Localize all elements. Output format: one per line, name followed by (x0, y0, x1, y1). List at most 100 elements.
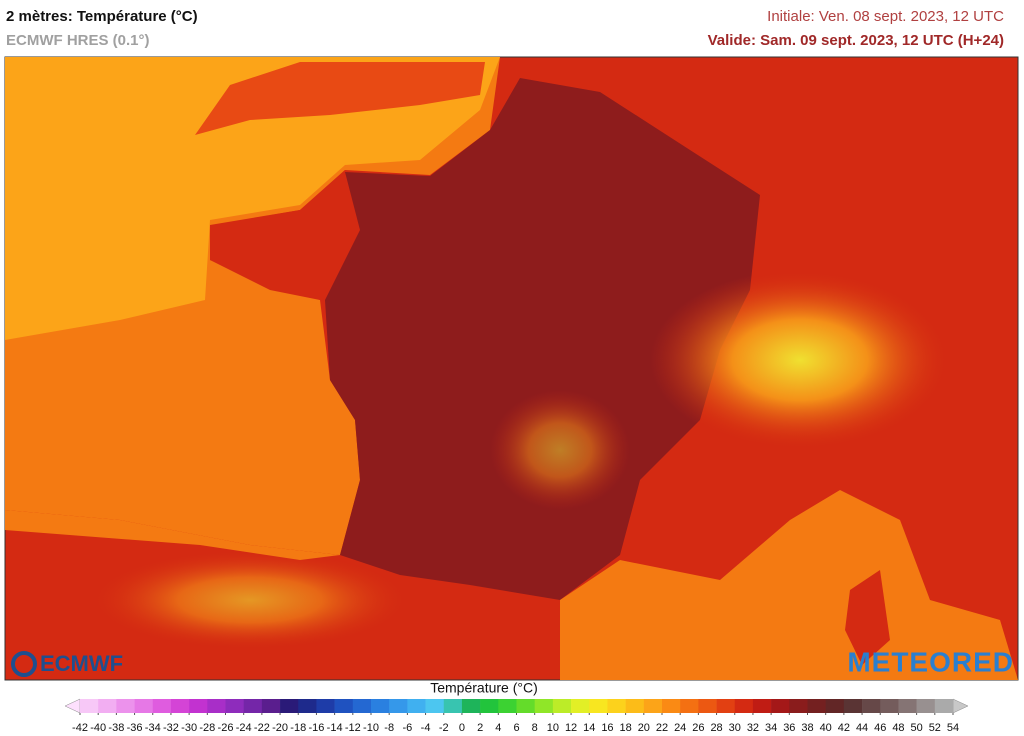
color-swatch (807, 699, 826, 713)
color-swatch (771, 699, 790, 713)
tick-label: -30 (181, 722, 197, 734)
tick-label: 20 (638, 722, 650, 734)
tick-label: 26 (692, 722, 704, 734)
brittany (210, 170, 360, 300)
tick-label: -34 (145, 722, 161, 734)
tick-label: 44 (856, 722, 868, 734)
color-swatch (225, 699, 244, 713)
color-swatch (461, 699, 481, 713)
map-title: 2 mètres: Température (°C) (6, 8, 198, 25)
color-swatch (189, 699, 208, 713)
tick-label: -4 (421, 722, 431, 734)
color-swatch (752, 699, 772, 713)
color-swatch (170, 699, 190, 713)
color-swatch (498, 699, 517, 713)
logo-icon (11, 651, 37, 677)
tick-label: -24 (236, 722, 252, 734)
tick-label: 8 (532, 722, 538, 734)
model-name: ECMWF HRES (0.1°) (6, 32, 150, 49)
color-swatch (152, 699, 172, 713)
tick-label: 38 (801, 722, 813, 734)
tick-label: 30 (729, 722, 741, 734)
mediterranean-sea (560, 490, 1018, 680)
channel-warm-sea (5, 57, 500, 340)
color-swatch (880, 699, 899, 713)
tick-label: 40 (820, 722, 832, 734)
color-swatch (789, 699, 808, 713)
color-swatch (643, 699, 663, 713)
tick-label: 32 (747, 722, 759, 734)
color-swatch (116, 699, 135, 713)
tick-label: 52 (929, 722, 941, 734)
bay-of-biscay-south (5, 510, 340, 560)
color-swatch (389, 699, 408, 713)
color-swatch (825, 699, 845, 713)
tick-label: 42 (838, 722, 850, 734)
tick-label: -16 (308, 722, 324, 734)
color-swatch (916, 699, 936, 713)
color-swatch (934, 699, 954, 713)
tick-label: 28 (710, 722, 722, 734)
tick-label: -14 (327, 722, 343, 734)
color-swatch (607, 699, 626, 713)
tick-label: 2 (477, 722, 483, 734)
tick-label: -28 (199, 722, 215, 734)
tick-label: 0 (459, 722, 465, 734)
run-time: Initiale: Ven. 08 sept. 2023, 12 UTC (767, 8, 1004, 25)
map (4, 56, 1019, 681)
color-swatch (589, 699, 608, 713)
france-interior (325, 78, 760, 600)
color-swatch (334, 699, 354, 713)
tick-label: 48 (892, 722, 904, 734)
tick-label: -20 (272, 722, 288, 734)
color-swatch (352, 699, 372, 713)
corsica (845, 570, 890, 665)
color-swatch (625, 699, 645, 713)
tick-label: 54 (947, 722, 959, 734)
great-britain (195, 62, 485, 135)
color-swatch (734, 699, 754, 713)
alps-relief (650, 270, 950, 450)
color-swatch (371, 699, 390, 713)
tick-label: 16 (601, 722, 613, 734)
tick-label: 24 (674, 722, 686, 734)
tick-label: 10 (547, 722, 559, 734)
tick-label: 46 (874, 722, 886, 734)
color-swatch (298, 699, 317, 713)
tick-label: -12 (345, 722, 361, 734)
tick-label: 14 (583, 722, 595, 734)
color-swatch (407, 699, 426, 713)
color-swatch (80, 699, 99, 713)
color-swatch (425, 699, 445, 713)
tick-label: -26 (218, 722, 234, 734)
color-swatch (680, 699, 699, 713)
tick-label: -36 (127, 722, 143, 734)
color-swatch (516, 699, 535, 713)
tick-label: 4 (495, 722, 501, 734)
massif-central (490, 390, 630, 510)
color-swatch (552, 699, 572, 713)
under-triangle (64, 698, 81, 714)
tick-label: -2 (439, 722, 449, 734)
logo-text: ECMWF (40, 651, 123, 676)
color-swatch (316, 699, 335, 713)
tick-label: 36 (783, 722, 795, 734)
color-swatch (898, 699, 917, 713)
valid-time: Valide: Sam. 09 sept. 2023, 12 UTC (H+24… (707, 32, 1004, 49)
color-swatch (480, 699, 499, 713)
tick-label: -8 (384, 722, 394, 734)
tick-label: 6 (513, 722, 519, 734)
tick-label: -6 (402, 722, 412, 734)
color-swatch (662, 699, 681, 713)
tick-label: -42 (72, 722, 88, 734)
ecmwf-logo: ECMWF (11, 651, 123, 677)
tick-label: -22 (254, 722, 270, 734)
color-swatch (207, 699, 226, 713)
tick-label: -40 (90, 722, 106, 734)
color-swatch (261, 699, 281, 713)
tick-label: 34 (765, 722, 777, 734)
tick-label: -38 (108, 722, 124, 734)
color-swatch (443, 699, 463, 713)
tick-label: -10 (363, 722, 379, 734)
